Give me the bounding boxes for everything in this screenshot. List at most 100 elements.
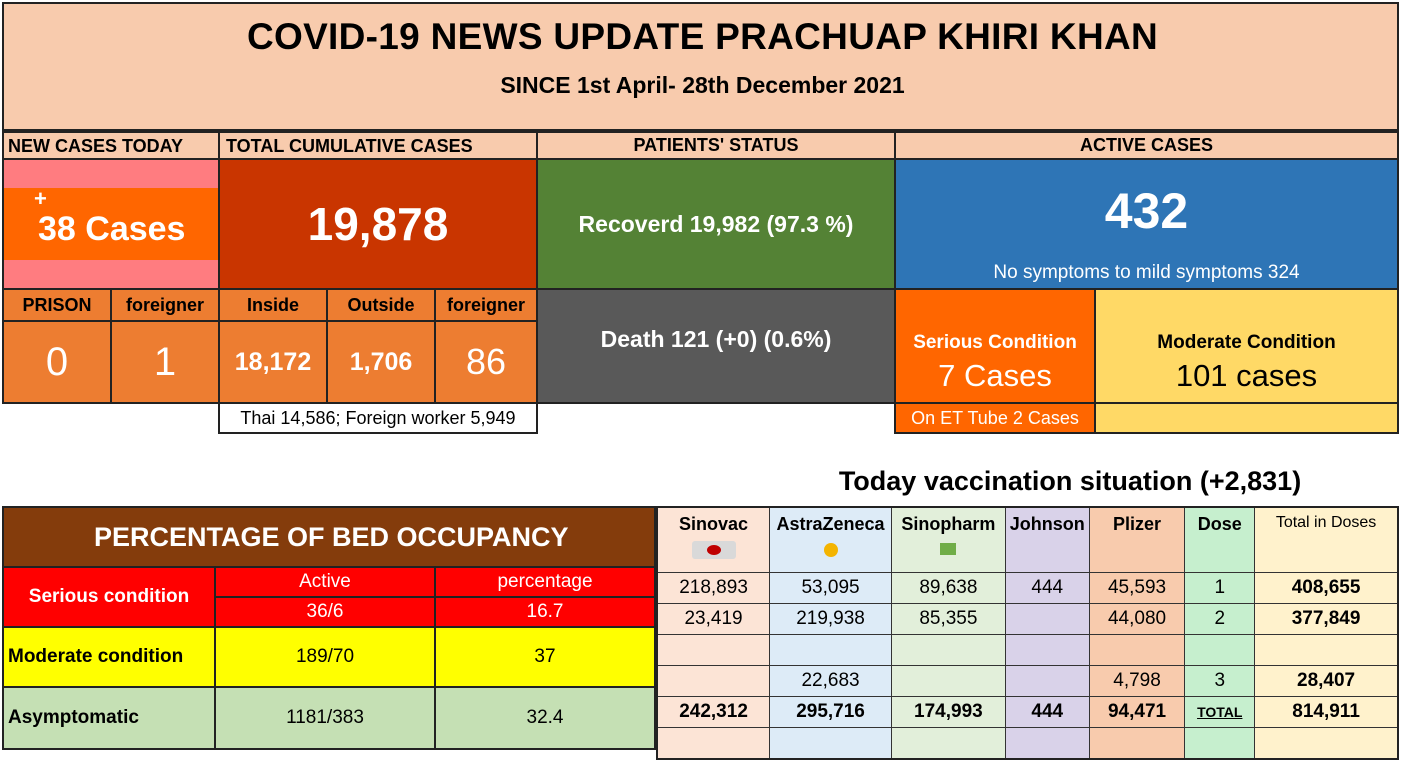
sinovac-dose1: 218,893 xyxy=(656,572,771,604)
moderate-condition-value: 101 cases xyxy=(1175,358,1318,393)
moderate-condition-label: Moderate Condition xyxy=(1157,332,1336,353)
cumulative-foreigner-label: foreigner xyxy=(434,288,538,322)
sinovac-bottom-cell xyxy=(656,727,771,760)
page-subtitle: SINCE 1st April- 28th December 2021 xyxy=(500,72,905,98)
johnson-dose2 xyxy=(1004,603,1090,635)
serious-condition-label: Serious Condition xyxy=(913,332,1077,353)
sinovac-dose2: 23,419 xyxy=(656,603,771,635)
serious-condition-value: 7 Cases xyxy=(938,358,1052,393)
bed-serious-label: Serious condition xyxy=(2,566,216,628)
total-doses-header-label: Total in Doses xyxy=(1275,514,1377,531)
johnson-bottom-cell xyxy=(1004,727,1090,760)
moderate-extra-cell xyxy=(1094,402,1399,434)
total-spacer-cell xyxy=(1254,634,1399,666)
bed-serious-percentage: 16.7 xyxy=(434,596,656,628)
bed-asymptomatic-active: 1181/383 xyxy=(214,686,436,750)
johnson-spacer-cell xyxy=(1004,634,1090,666)
sinopharm-header-label: Sinopharm xyxy=(901,514,996,534)
active-cases-header: ACTIVE CASES xyxy=(894,131,1399,160)
plizer-total: 94,471 xyxy=(1088,696,1186,728)
bed-moderate-percentage: 37 xyxy=(434,626,656,688)
mild-symptoms-text: No symptoms to mild symptoms 324 xyxy=(993,262,1300,283)
cumulative-nationality-note: Thai 14,586; Foreign worker 5,949 xyxy=(218,402,538,434)
astrazeneca-header: AstraZeneca xyxy=(769,506,892,573)
sinopharm-total: 174,993 xyxy=(890,696,1006,728)
astrazeneca-total: 295,716 xyxy=(769,696,892,728)
plizer-bottom-cell xyxy=(1088,727,1186,760)
total-dose1: 408,655 xyxy=(1254,572,1399,604)
new-cases-header: NEW CASES TODAY xyxy=(2,131,220,160)
bed-asymptomatic-percentage: 32.4 xyxy=(434,686,656,750)
patients-status-header: PATIENTS' STATUS xyxy=(536,131,896,160)
dose-bottom-cell xyxy=(1184,727,1256,760)
johnson-total: 444 xyxy=(1004,696,1090,728)
plizer-dose2: 44,080 xyxy=(1088,603,1186,635)
bed-moderate-active: 189/70 xyxy=(214,626,436,688)
astrazeneca-dose1: 53,095 xyxy=(769,572,892,604)
inside-label: Inside xyxy=(218,288,328,322)
new-foreigner-label: foreigner xyxy=(110,288,220,322)
astrazeneca-spacer-cell xyxy=(769,634,892,666)
dose-number-3: 3 xyxy=(1184,665,1256,697)
plizer-header: Plizer xyxy=(1088,506,1186,573)
astrazeneca-dose2: 219,938 xyxy=(769,603,892,635)
sinovac-header: Sinovac xyxy=(656,506,771,573)
page-title: COVID-19 NEWS UPDATE PRACHUAP KHIRI KHAN xyxy=(246,16,1159,57)
serious-condition-box: Serious Condition 7 Cases xyxy=(894,288,1096,404)
sinopharm-dose2: 85,355 xyxy=(890,603,1006,635)
new-foreigner-value: 1 xyxy=(110,320,220,404)
vaccination-header-row: Sinovac AstraZeneca Sinopharm Johnson Pl… xyxy=(656,506,1399,573)
dose-header: Dose xyxy=(1184,506,1256,573)
dose-header-label: Dose xyxy=(1197,514,1242,534)
total-doses-header: Total in Doses xyxy=(1254,506,1399,573)
grand-total-doses: 814,911 xyxy=(1254,696,1399,728)
johnson-dose1: 444 xyxy=(1004,572,1090,604)
sinopharm-dose1: 89,638 xyxy=(890,572,1006,604)
bed-serious-active: 36/6 xyxy=(214,596,436,628)
astrazeneca-bottom-cell xyxy=(769,727,892,760)
sinovac-logo-icon xyxy=(691,541,736,559)
new-cases-band: + 38 Cases xyxy=(4,186,218,260)
vaccination-row-dose-1: 218,893 53,095 89,638 444 45,593 1 408,6… xyxy=(656,572,1399,604)
moderate-condition-box: Moderate Condition 101 cases xyxy=(1094,288,1399,404)
vaccination-row-dose-3: 22,683 4,798 3 28,407 xyxy=(656,665,1399,697)
sinovac-dose3 xyxy=(656,665,771,697)
sinopharm-header: Sinopharm xyxy=(890,506,1006,573)
dose-number-2: 2 xyxy=(1184,603,1256,635)
astrazeneca-header-label: AstraZeneca xyxy=(776,514,885,534)
cumulative-header: TOTAL CUMULATIVE CASES xyxy=(218,131,538,160)
inside-value: 18,172 xyxy=(218,320,328,404)
bed-percentage-column-header: percentage xyxy=(434,566,656,598)
bed-moderate-label: Moderate condition xyxy=(2,626,216,688)
sinopharm-dose3 xyxy=(890,665,1006,697)
total-dose2: 377,849 xyxy=(1254,603,1399,635)
outside-value: 1,706 xyxy=(326,320,436,404)
sinovac-spacer-cell xyxy=(656,634,771,666)
cumulative-foreigner-value: 86 xyxy=(434,320,538,404)
plizer-dose1: 45,593 xyxy=(1088,572,1186,604)
vaccination-bottom-row xyxy=(656,727,1399,760)
vaccination-total-row: 242,312 295,716 174,993 444 94,471 TOTAL… xyxy=(656,696,1399,728)
sinovac-total: 242,312 xyxy=(656,696,771,728)
plizer-header-label: Plizer xyxy=(1113,514,1162,534)
astrazeneca-dose3: 22,683 xyxy=(769,665,892,697)
johnson-header-label: Johnson xyxy=(1009,514,1085,534)
prison-label: PRISON xyxy=(2,288,112,322)
sinopharm-spacer-cell xyxy=(890,634,1006,666)
recovered-box: Recoverd 19,982 (97.3 %) xyxy=(536,158,896,290)
dose-number-1: 1 xyxy=(1184,572,1256,604)
vaccination-row-spacer xyxy=(656,634,1399,666)
new-cases-box: + 38 Cases xyxy=(2,158,220,290)
sinopharm-bottom-cell xyxy=(890,727,1006,760)
dose-spacer-cell xyxy=(1184,634,1256,666)
title-banner: COVID-19 NEWS UPDATE PRACHUAP KHIRI KHAN… xyxy=(2,2,1399,131)
death-box: Death 121 (+0) (0.6%) xyxy=(536,288,896,404)
vaccination-row-dose-2: 23,419 219,938 85,355 44,080 2 377,849 xyxy=(656,603,1399,635)
cumulative-value: 19,878 xyxy=(218,158,538,290)
bed-active-column-header: Active xyxy=(214,566,436,598)
et-tube-box: On ET Tube 2 Cases xyxy=(894,402,1096,434)
bed-occupancy-title: PERCENTAGE OF BED OCCUPANCY xyxy=(2,506,656,568)
new-cases-value: 38 Cases xyxy=(38,210,186,248)
vaccination-table: Sinovac AstraZeneca Sinopharm Johnson Pl… xyxy=(656,506,1399,760)
plizer-dose3: 4,798 xyxy=(1088,665,1186,697)
